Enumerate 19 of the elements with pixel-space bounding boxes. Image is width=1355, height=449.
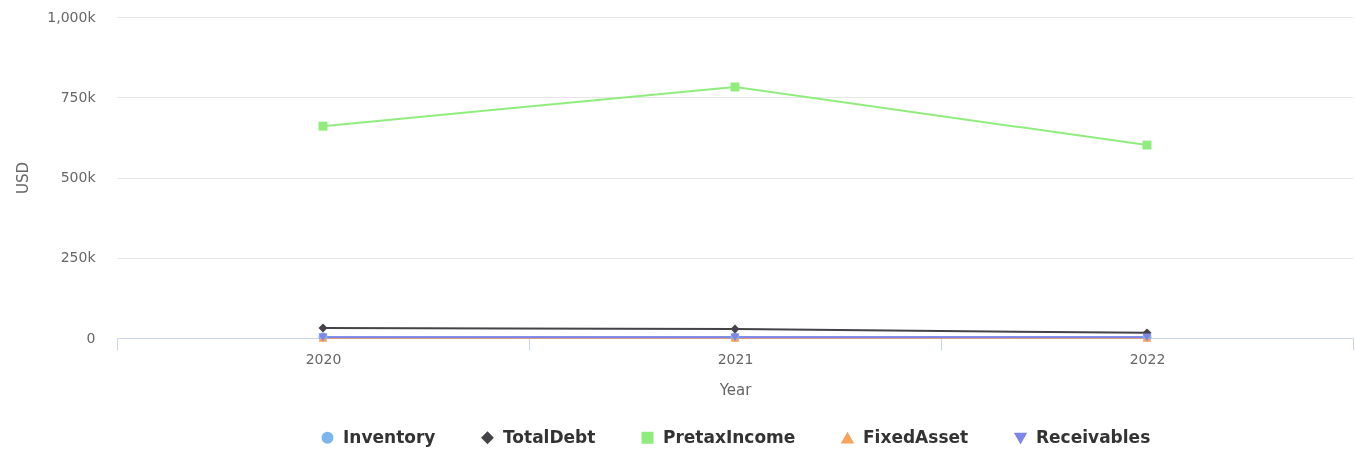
- y-tick-label: 1,000k: [47, 8, 97, 25]
- legend-label: PretaxIncome: [663, 426, 796, 447]
- legend-label: FixedAsset: [863, 427, 969, 448]
- y-tick-label: 500k: [60, 169, 97, 185]
- x-axis-title: Year: [718, 380, 753, 399]
- point: [318, 323, 328, 333]
- legend-label: Receivables: [1036, 427, 1151, 448]
- x-tick-label: 2020: [305, 350, 342, 367]
- y-tick-label: 250k: [60, 249, 97, 266]
- y-tick-label: 750k: [60, 88, 97, 105]
- y-tick-label: 0: [86, 329, 96, 346]
- point: [318, 121, 328, 131]
- y-axis-title: USD: [14, 161, 33, 195]
- point: [1142, 140, 1152, 150]
- legend-label: TotalDebt: [503, 426, 596, 447]
- point: [730, 324, 740, 334]
- x-tick-label: 2021: [717, 350, 754, 367]
- legend-label: Inventory: [343, 426, 436, 447]
- x-tick-label: 2022: [1129, 350, 1166, 367]
